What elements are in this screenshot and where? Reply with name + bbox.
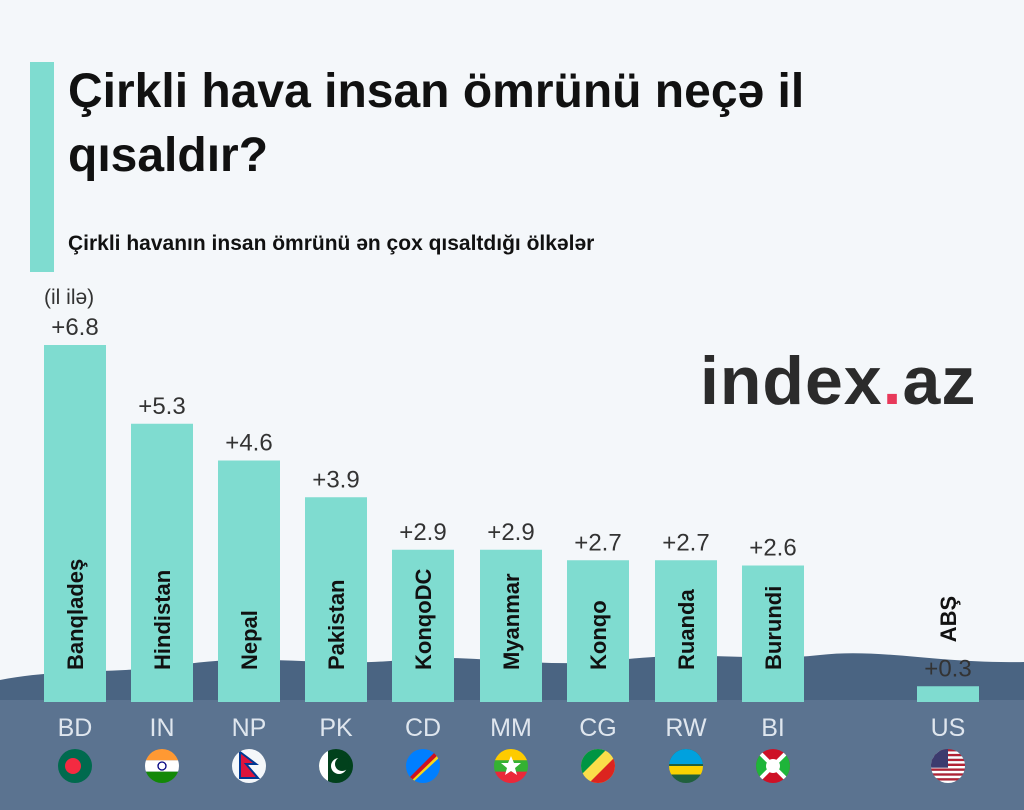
logo: index.az xyxy=(700,343,977,419)
flag-rwanda-icon xyxy=(669,749,703,783)
country-label: Konqo xyxy=(586,600,611,670)
bar xyxy=(567,560,629,702)
title-accent-bar xyxy=(30,62,54,272)
flag-bangladesh-icon xyxy=(58,749,92,783)
flag-nepal-icon xyxy=(232,749,266,783)
country-label: Myanmar xyxy=(499,573,524,670)
chart-subtitle: Çirkli havanın insan ömrünü ən çox qısal… xyxy=(68,232,595,255)
flag-dr-congo-icon xyxy=(406,749,440,783)
bar xyxy=(44,345,106,702)
country-code: CG xyxy=(579,714,617,742)
flag-india-icon xyxy=(145,749,179,783)
bar xyxy=(392,549,454,702)
data-label: +0.3 xyxy=(924,655,971,682)
country-code: NP xyxy=(232,714,267,742)
country-code: BI xyxy=(761,714,785,742)
bar xyxy=(131,423,193,702)
bar xyxy=(305,497,367,702)
country-label: ABŞ xyxy=(936,596,961,642)
country-label: Ruanda xyxy=(674,589,699,670)
flag-pakistan-icon xyxy=(319,749,353,783)
unit-label: (il ilə) xyxy=(44,286,95,309)
country-code: US xyxy=(931,714,966,742)
flag-usa-icon xyxy=(931,749,965,783)
data-label: +2.7 xyxy=(662,529,709,556)
country-code: IN xyxy=(150,714,175,742)
data-label: +5.3 xyxy=(138,393,185,420)
country-code: PK xyxy=(319,714,353,742)
flag-congo-icon xyxy=(581,749,615,783)
country-label: Pakistan xyxy=(324,580,349,671)
country-code: CD xyxy=(405,714,441,742)
bar xyxy=(742,565,804,702)
data-label: +2.6 xyxy=(749,535,796,562)
bar xyxy=(218,460,280,702)
country-label: Burundi xyxy=(761,586,786,670)
country-label: Nepal xyxy=(237,610,262,670)
data-label: +6.8 xyxy=(51,314,98,341)
flag-myanmar-icon xyxy=(494,749,528,783)
flag-burundi-icon xyxy=(756,749,790,783)
country-code: RW xyxy=(665,714,707,742)
data-label: +2.9 xyxy=(487,519,534,546)
country-label: KonqoDC xyxy=(411,568,436,670)
country-code: BD xyxy=(58,714,93,742)
country-label: Hindistan xyxy=(150,570,175,670)
data-label: +2.9 xyxy=(399,519,446,546)
data-label: +2.7 xyxy=(574,529,621,556)
chart-title: Çirkli hava insan ömrünü neçə il qısaldı… xyxy=(68,65,805,182)
country-label: Banqladeş xyxy=(63,559,88,670)
data-label: +4.6 xyxy=(225,430,272,457)
country-code: MM xyxy=(490,714,532,742)
bar xyxy=(917,686,979,702)
data-label: +3.9 xyxy=(312,466,359,493)
bar xyxy=(480,549,542,702)
bar xyxy=(655,560,717,702)
